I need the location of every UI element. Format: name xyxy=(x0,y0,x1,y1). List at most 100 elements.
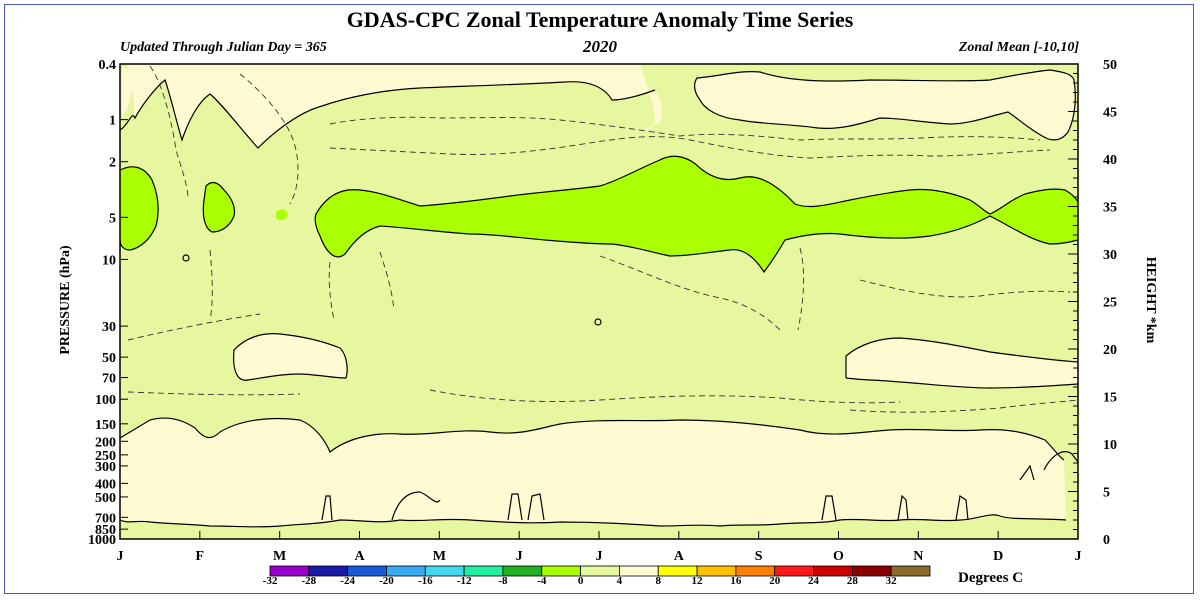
colorbar: -32 -28 -24 -20 -16 -12 -8 -4 0 4 8 12 16 20 24 28 32 xyxy=(263,565,931,587)
contour-line xyxy=(239,73,299,205)
warm-region-troposphere xyxy=(120,418,1066,527)
pressure-tick-label: 300 xyxy=(95,460,116,475)
colorbar-tick-label: -32 xyxy=(263,575,278,587)
height-tick-label: 5 xyxy=(1103,486,1110,501)
contour-line xyxy=(119,166,159,251)
contour-line xyxy=(119,514,1067,528)
colorbar-tick-label: 28 xyxy=(847,575,859,587)
colorbar-tick-label: -12 xyxy=(457,575,472,587)
month-tick-label: A xyxy=(354,549,365,564)
colorbar-swatch xyxy=(541,565,581,577)
pressure-tick-label: 70 xyxy=(102,372,116,387)
pressure-tick-label: 100 xyxy=(95,393,116,408)
colorbar-tick-label: -28 xyxy=(301,575,316,587)
figure-frame xyxy=(4,4,1194,594)
month-tick-label: J xyxy=(596,549,603,564)
month-tick-label: D xyxy=(993,549,1003,564)
height-ticks: 0 5 10 15 20 25 30 35 40 45 50 xyxy=(1068,58,1117,548)
colorbar-swatch xyxy=(502,565,543,577)
cool-region-feb-b xyxy=(276,209,288,221)
pressure-tick-label: 700 xyxy=(95,511,116,526)
zonal-mean-note: Zonal Mean [-10,10] xyxy=(958,40,1079,55)
contour-line xyxy=(329,136,1051,159)
contour-line xyxy=(594,318,602,326)
pressure-tick-label: 250 xyxy=(95,449,116,464)
month-tick-label: M xyxy=(273,549,286,564)
month-tick-label: F xyxy=(196,549,205,564)
warm-region-lower-strat-mar xyxy=(233,333,348,381)
pressure-tick-label: 30 xyxy=(102,320,116,335)
colorbar-units: Degrees C xyxy=(958,570,1024,586)
month-tick-label: S xyxy=(755,549,763,564)
month-tick-label: O xyxy=(833,549,844,564)
contour-line xyxy=(321,451,1079,521)
contour-line xyxy=(845,337,1079,389)
cool-region-jan xyxy=(120,166,159,250)
colorbar-tick-label: 20 xyxy=(769,575,781,587)
contour-line xyxy=(233,333,348,381)
colorbar-tick-label: 16 xyxy=(730,575,742,587)
contour-line xyxy=(694,69,1076,141)
colorbar-swatch xyxy=(619,565,659,577)
contour-line xyxy=(849,399,1079,413)
pressure-tick-label: 150 xyxy=(95,418,116,433)
colorbar-tick-label: 8 xyxy=(655,575,661,587)
height-tick-label: 35 xyxy=(1103,201,1117,216)
contour-line xyxy=(119,79,656,149)
month-tick-label: J xyxy=(1075,549,1082,564)
pressure-tick-label: 1 xyxy=(109,114,116,129)
height-tick-label: 30 xyxy=(1103,248,1117,263)
month-tick-label: J xyxy=(516,549,523,564)
colorbar-tick-label: 32 xyxy=(886,575,898,587)
month-tick-label: N xyxy=(913,549,923,564)
chart-title: GDAS-CPC Zonal Temperature Anomaly Time … xyxy=(346,7,854,32)
contour-line xyxy=(599,247,805,331)
pressure-tick-label: 1000 xyxy=(88,533,116,548)
height-tick-label: 10 xyxy=(1103,438,1117,453)
warm-region-lower-strat-nov-dec xyxy=(846,338,1078,388)
height-tick-label: 25 xyxy=(1103,296,1117,311)
contour-line xyxy=(119,417,1065,461)
month-tick-label: J xyxy=(117,549,124,564)
pressure-tick-label: 850 xyxy=(95,523,116,538)
colorbar-tick-label: -8 xyxy=(498,575,508,587)
colorbar-tick-label: 12 xyxy=(692,575,704,587)
pressure-tick-label: 5 xyxy=(109,211,116,226)
cool-region-feb xyxy=(203,182,235,232)
contour-line xyxy=(202,181,236,233)
dashed-contours xyxy=(127,65,1079,413)
contour-line xyxy=(127,279,1071,341)
height-tick-label: 20 xyxy=(1103,343,1117,358)
pressure-tick-label: 500 xyxy=(95,491,116,506)
contour-line xyxy=(329,116,1041,141)
month-tick-label: A xyxy=(674,549,685,564)
colorbar-tick-label: -20 xyxy=(379,575,394,587)
year-label: 2020 xyxy=(583,37,617,56)
height-tick-label: 50 xyxy=(1103,58,1117,73)
colorbar-swatch xyxy=(580,565,620,577)
warm-region-upper-jan-may-2 xyxy=(122,68,134,118)
colorbar-tick-label: 4 xyxy=(617,575,623,587)
plot-area xyxy=(119,64,1079,539)
height-tick-label: 0 xyxy=(1103,533,1110,548)
height-tick-label: 40 xyxy=(1103,153,1117,168)
contour-line xyxy=(209,249,395,321)
contour-line xyxy=(314,155,1079,274)
colorbar-tick-label: -16 xyxy=(418,575,433,587)
contour-line xyxy=(127,389,901,404)
colorbar-tick-label: -24 xyxy=(340,575,355,587)
warm-region-upper-jun-dec xyxy=(694,70,1076,140)
contour-line xyxy=(182,254,190,262)
height-tick-label: 15 xyxy=(1103,391,1117,406)
contour-line xyxy=(149,65,189,197)
pressure-tick-label: 0.4 xyxy=(99,58,117,73)
pressure-tick-label: 200 xyxy=(95,435,116,450)
update-note: Updated Through Julian Day = 365 xyxy=(120,40,327,55)
colorbar-swatch xyxy=(890,565,931,577)
solid-contours xyxy=(119,69,1079,528)
pressure-tick-label: 2 xyxy=(109,156,116,171)
colorbar-tick-label: 24 xyxy=(808,575,820,587)
